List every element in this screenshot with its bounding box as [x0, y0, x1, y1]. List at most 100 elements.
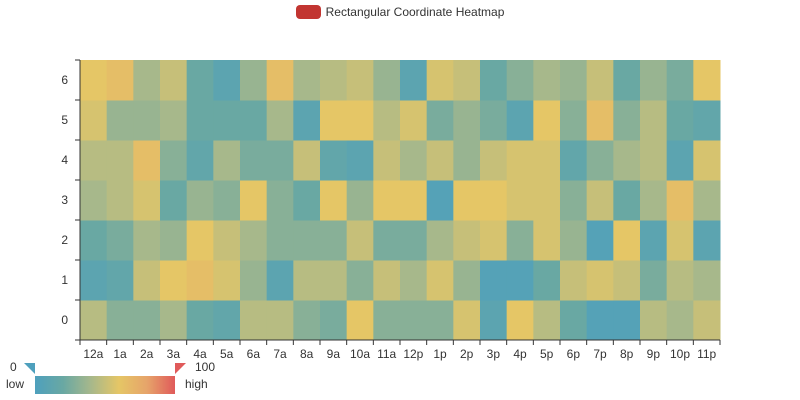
- heatmap-cell: [373, 300, 401, 341]
- heatmap-cell: [613, 260, 641, 301]
- heatmap-cell: [106, 100, 134, 141]
- heatmap-cell: [400, 180, 428, 221]
- heatmap-cell: [240, 220, 268, 261]
- heatmap-cell: [426, 180, 454, 221]
- heatmap-cell: [266, 220, 294, 261]
- heatmap-cell: [480, 300, 508, 341]
- heatmap-cell: [133, 260, 161, 301]
- heatmap-cell: [80, 300, 108, 341]
- x-tick-label: 8a: [300, 347, 314, 361]
- heatmap-cell: [613, 300, 641, 341]
- heatmap-cell: [293, 220, 321, 261]
- heatmap-cell: [213, 100, 241, 141]
- x-tick-label: 2p: [460, 347, 474, 361]
- heatmap-cell: [666, 140, 694, 181]
- heatmap-cell: [480, 60, 508, 101]
- x-tick-label: 9p: [647, 347, 661, 361]
- heatmap-cell: [186, 140, 214, 181]
- x-tick-label: 11p: [697, 347, 716, 361]
- heatmap-cell: [533, 100, 561, 141]
- heatmap-cell: [160, 100, 188, 141]
- heatmap-cell: [453, 260, 481, 301]
- heatmap-cell: [560, 300, 588, 341]
- heatmap-cell: [186, 300, 214, 341]
- x-tick-label: 3p: [487, 347, 501, 361]
- x-tick-label: 7p: [593, 347, 607, 361]
- heatmap-cell: [80, 180, 108, 221]
- heatmap-cell: [613, 220, 641, 261]
- heatmap-cell: [560, 180, 588, 221]
- x-tick-label: 2a: [140, 347, 154, 361]
- heatmap-cell: [560, 220, 588, 261]
- heatmap-cell: [586, 260, 614, 301]
- heatmap-cell: [80, 220, 108, 261]
- heatmap-cell: [320, 300, 348, 341]
- heatmap-cell: [400, 300, 428, 341]
- y-tick-label: 0: [61, 313, 68, 327]
- heatmap-cell: [640, 220, 668, 261]
- heatmap-cell: [320, 60, 348, 101]
- x-tick-label: 5a: [220, 347, 234, 361]
- x-tick-label: 3a: [167, 347, 181, 361]
- heatmap-cell: [693, 220, 721, 261]
- heatmap-cell: [506, 220, 534, 261]
- heatmap-cell: [106, 60, 134, 101]
- heatmap-cell: [106, 180, 134, 221]
- heatmap-cell: [106, 140, 134, 181]
- legend[interactable]: Rectangular Coordinate Heatmap: [0, 2, 800, 22]
- heatmap-cell: [506, 100, 534, 141]
- heatmap-cell: [693, 100, 721, 141]
- heatmap-cell: [293, 180, 321, 221]
- heatmap-cell: [373, 180, 401, 221]
- heatmap-cell: [213, 180, 241, 221]
- heatmap-cell: [160, 260, 188, 301]
- heatmap-cell: [693, 180, 721, 221]
- heatmap-cell: [453, 140, 481, 181]
- heatmap-cell: [533, 60, 561, 101]
- heatmap-cell: [560, 60, 588, 101]
- heatmap-cell: [186, 260, 214, 301]
- visual-map-bar: [35, 376, 175, 394]
- heatmap-cell: [186, 220, 214, 261]
- x-tick-label: 1a: [113, 347, 127, 361]
- x-tick-label: 7a: [273, 347, 287, 361]
- heatmap-cell: [346, 260, 374, 301]
- heatmap-cell: [400, 60, 428, 101]
- heatmap-cell: [533, 140, 561, 181]
- heatmap-cell: [560, 260, 588, 301]
- heatmap-cell: [640, 300, 668, 341]
- visual-map-max-label: 100: [195, 360, 216, 374]
- heatmap-cell: [346, 100, 374, 141]
- heatmap-cell: [293, 60, 321, 101]
- heatmap-cell: [693, 260, 721, 301]
- heatmap-cell: [480, 180, 508, 221]
- heatmap-cell: [666, 260, 694, 301]
- heatmap-cell: [506, 260, 534, 301]
- heatmap-cell: [640, 60, 668, 101]
- visual-map-min-label: 0: [10, 360, 17, 374]
- heatmap-cell: [106, 220, 134, 261]
- heatmap-cell: [240, 300, 268, 341]
- heatmap-cell: [693, 300, 721, 341]
- heatmap-cell: [480, 140, 508, 181]
- heatmap-cell: [80, 140, 108, 181]
- heatmap-cell: [640, 260, 668, 301]
- visual-map-low-handle: [24, 363, 35, 374]
- x-tick-label: 9a: [327, 347, 341, 361]
- heatmap-cell: [266, 300, 294, 341]
- heatmap-cell: [213, 220, 241, 261]
- visual-map-high-label: high: [185, 377, 208, 391]
- heatmap-cell: [506, 180, 534, 221]
- heatmap-cell: [186, 180, 214, 221]
- heatmap-cell: [160, 180, 188, 221]
- x-tick-label: 6p: [567, 347, 581, 361]
- heatmap-cell: [133, 180, 161, 221]
- heatmap-cell: [426, 260, 454, 301]
- heatmap-cell: [346, 60, 374, 101]
- heatmap-cell: [213, 300, 241, 341]
- x-tick-label: 10p: [670, 347, 690, 361]
- heatmap-cell: [266, 100, 294, 141]
- heatmap-cell: [266, 260, 294, 301]
- heatmap-cell: [426, 220, 454, 261]
